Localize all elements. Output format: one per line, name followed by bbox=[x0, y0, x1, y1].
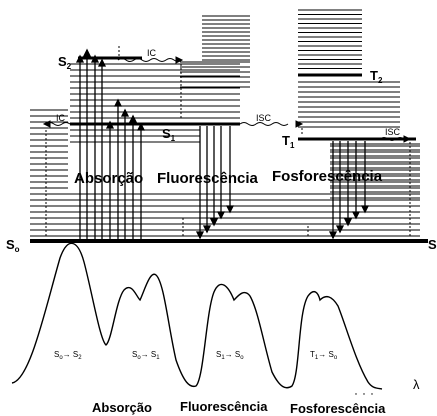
phosphorescence-arrow-4-head bbox=[360, 205, 370, 214]
t2-label: T2 bbox=[370, 68, 383, 85]
phosphorescence-arrow-1-head bbox=[335, 225, 345, 234]
fluorescence-label-top: Fluorescência bbox=[157, 170, 259, 187]
fluorescence-arrow-1-head bbox=[202, 225, 212, 234]
absorption-arrow-1-head bbox=[82, 48, 92, 57]
fluorescence-arrow-3-head bbox=[216, 211, 226, 220]
phosphorescence-arrow-2-head bbox=[343, 218, 353, 227]
fluorescence-arrow-0-head bbox=[195, 231, 205, 240]
phosphorescence-label-top: Fosforescência bbox=[272, 168, 383, 185]
tick-dots bbox=[355, 393, 373, 395]
absorption-arrow-6-head bbox=[120, 108, 130, 117]
t1-label: T1 bbox=[282, 133, 295, 150]
phosphorescence-label-bottom: Fosforescência bbox=[290, 401, 386, 416]
fluorescence-arrow-2-head bbox=[209, 218, 219, 227]
phosphorescence-arrow-0-head bbox=[328, 231, 338, 240]
fluorescence-label-bottom: Fluorescência bbox=[180, 399, 268, 414]
absorption-arrow-2-head bbox=[90, 54, 100, 63]
ic-s2-s1-wavy bbox=[117, 58, 183, 62]
s0-label: So bbox=[6, 237, 20, 254]
absorption-arrow-5-head bbox=[113, 98, 123, 107]
wavelength-axis-label: λ bbox=[413, 377, 420, 392]
fluorescence-arrow-4-head bbox=[225, 205, 235, 214]
phosphorescence-arrow-3-head bbox=[351, 211, 361, 220]
transition-label-s0-s2: So→ S2 bbox=[54, 350, 82, 361]
transition-label-t1-s0: T1→ So bbox=[310, 350, 338, 361]
s1-label: S1 bbox=[162, 126, 176, 143]
ic-s2-arrowhead bbox=[175, 56, 184, 64]
absorption-arrow-7-head bbox=[128, 114, 138, 123]
transition-label-s0-s1: So→ S1 bbox=[132, 350, 160, 361]
transition-arrows bbox=[75, 48, 370, 241]
ic-label-left: IC bbox=[56, 113, 66, 123]
isc-t1-arrowhead bbox=[403, 135, 412, 143]
isc-label-mid: ISC bbox=[256, 113, 272, 123]
energy-levels bbox=[30, 9, 420, 237]
isc-s1-t1-wavy bbox=[239, 122, 289, 126]
absorption-arrow-3-head bbox=[97, 58, 107, 67]
s0-right-label: S bbox=[428, 237, 437, 252]
s2-label: S2 bbox=[58, 54, 72, 71]
absorption-label-bottom: Absorção bbox=[92, 400, 152, 415]
isc-t1-s0-wavy bbox=[379, 137, 405, 141]
absorption-arrow-4-head bbox=[105, 120, 115, 129]
absorption-arrow-8-head bbox=[136, 122, 146, 131]
nonradiative-paths bbox=[42, 46, 412, 236]
transition-label-s1-s0: S1→ So bbox=[216, 350, 244, 361]
isc-label-right: ISC bbox=[385, 127, 401, 137]
absorption-arrow-0-head bbox=[75, 54, 85, 63]
ic-s1-arrowhead bbox=[42, 120, 51, 128]
absorption-label-top: Absorção bbox=[74, 170, 143, 187]
ic-label-top: IC bbox=[147, 48, 157, 58]
spectrum-curve bbox=[11, 242, 383, 390]
isc-arrowhead bbox=[295, 120, 304, 128]
